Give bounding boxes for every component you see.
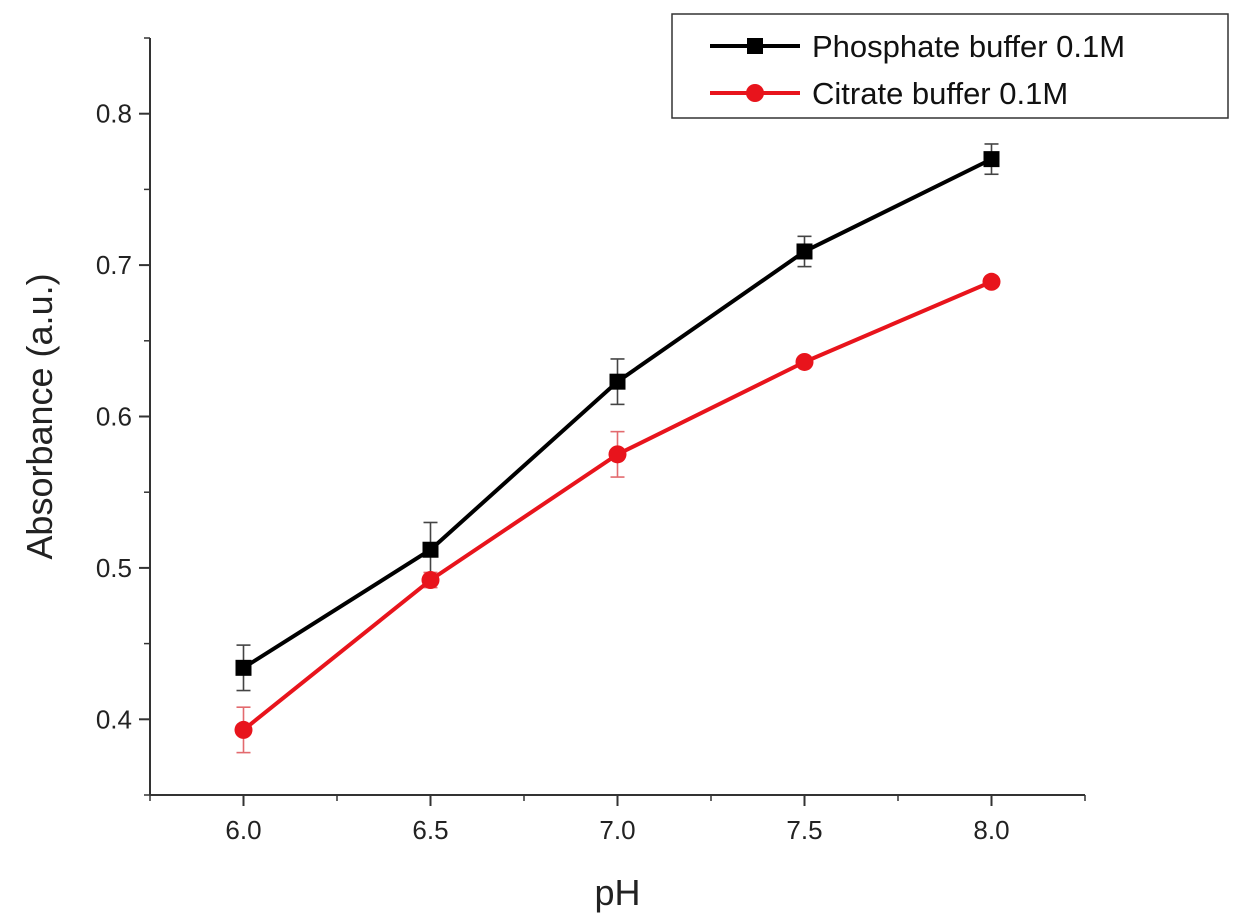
- legend-entry-citrate: Citrate buffer 0.1M: [710, 76, 1068, 111]
- y-axis-title: Absorbance (a.u.): [19, 273, 60, 559]
- legend-entry-phosphate: Phosphate buffer 0.1M: [710, 29, 1125, 64]
- legend-box: [671, 13, 1229, 119]
- x-tick-label: 7.0: [599, 815, 635, 845]
- legend-label-phosphate: Phosphate buffer 0.1M: [812, 29, 1125, 64]
- x-tick-label: 6.5: [412, 815, 448, 845]
- x-tick-label: 7.5: [786, 815, 822, 845]
- data-point-phosphate: [609, 373, 626, 390]
- series-line-phosphate: [242, 157, 993, 670]
- series-layer: [234, 143, 1001, 754]
- axes: [149, 38, 1085, 796]
- y-tick-label: 0.5: [96, 553, 132, 583]
- ticks: 6.0 6.5 7.0 7.5 8.0 0.4 0.5 0.6 0.7 0.8: [96, 37, 1086, 845]
- series-citrate: [234, 272, 1001, 754]
- series-line-citrate: [242, 279, 993, 732]
- x-axis-title: pH: [594, 872, 640, 913]
- data-point-citrate: [234, 720, 253, 739]
- y-tick-label: 0.8: [96, 99, 132, 129]
- data-point-citrate: [982, 272, 1001, 291]
- data-point-phosphate: [235, 659, 252, 676]
- data-point-phosphate: [983, 151, 1000, 168]
- legend-label-citrate: Citrate buffer 0.1M: [812, 76, 1068, 111]
- data-point-citrate: [795, 352, 814, 371]
- y-tick-label: 0.7: [96, 250, 132, 280]
- y-tick-label: 0.6: [96, 402, 132, 432]
- data-point-phosphate: [796, 243, 813, 260]
- x-tick-label: 8.0: [973, 815, 1009, 845]
- data-point-citrate: [421, 571, 440, 590]
- data-point-citrate: [608, 445, 627, 464]
- y-tick-label: 0.4: [96, 704, 132, 734]
- series-phosphate: [235, 143, 1000, 692]
- legend-marker-phosphate: [747, 38, 763, 54]
- x-tick-label: 6.0: [225, 815, 261, 845]
- legend-marker-citrate: [746, 84, 764, 102]
- legend: Phosphate buffer 0.1M Citrate buffer 0.1…: [671, 13, 1229, 119]
- data-point-phosphate: [422, 541, 439, 558]
